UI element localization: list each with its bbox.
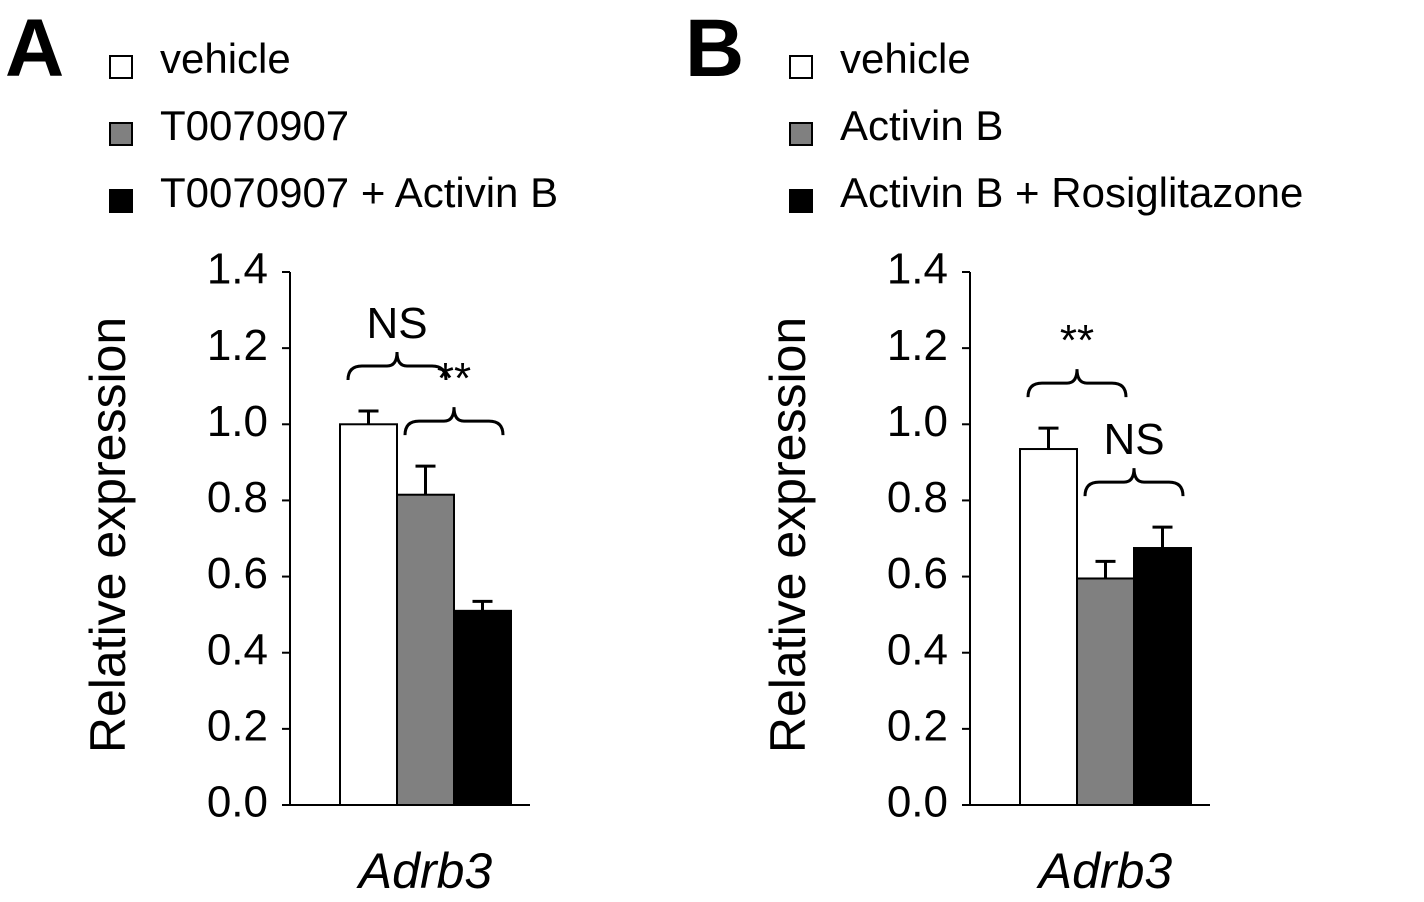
- y-tick-label: 1.2: [887, 321, 948, 370]
- y-tick-label: 0.6: [207, 549, 268, 598]
- legend-label: vehicle: [840, 35, 971, 82]
- significance-bracket: [346, 351, 448, 381]
- y-tick-label: 0.2: [207, 701, 268, 750]
- panel-label: B: [685, 3, 744, 94]
- bar: [1019, 448, 1078, 806]
- legend-label: vehicle: [160, 35, 291, 82]
- significance-label: **: [437, 354, 471, 403]
- legend-swatch: [789, 122, 813, 146]
- y-tick-label: 0.0: [207, 778, 268, 827]
- panel-label: A: [5, 3, 64, 94]
- y-tick-label: 0.8: [887, 473, 948, 522]
- significance-bracket: [1026, 369, 1128, 398]
- y-tick-label: 1.4: [887, 245, 948, 294]
- significance-label: **: [1060, 316, 1094, 365]
- x-tick-label: Adrb3: [1036, 843, 1173, 897]
- bar: [1076, 577, 1135, 806]
- y-tick-label: 1.2: [207, 321, 268, 370]
- bar: [396, 493, 455, 806]
- y-tick-label: 1.4: [207, 245, 268, 294]
- error-bar: [472, 599, 493, 611]
- error-bar: [415, 464, 436, 495]
- bar: [1133, 547, 1192, 807]
- legend-swatch: [109, 189, 133, 213]
- y-tick-label: 0.8: [207, 473, 268, 522]
- significance-bracket: [403, 407, 505, 436]
- y-axis-label: Relative expression: [80, 317, 136, 753]
- error-bar: [1095, 559, 1116, 579]
- legend-swatch: [109, 122, 133, 146]
- y-tick-label: 1.0: [207, 397, 268, 446]
- significance-label: NS: [1103, 415, 1164, 464]
- legend-label: Activin B: [840, 102, 1003, 149]
- legend-label: Activin B + Rosiglitazone: [840, 169, 1303, 216]
- y-tick-label: 1.0: [887, 397, 948, 446]
- bar: [339, 423, 398, 806]
- y-tick-label: 0.4: [887, 625, 948, 674]
- x-tick-label: Adrb3: [356, 843, 493, 897]
- error-bar: [1152, 525, 1173, 549]
- legend-swatch: [789, 189, 813, 213]
- significance-bracket: [1083, 468, 1185, 497]
- legend-swatch: [109, 55, 133, 79]
- legend-label: T0070907 + Activin B: [160, 169, 558, 216]
- bar: [453, 609, 512, 806]
- y-axis-label: Relative expression: [760, 317, 816, 753]
- error-bar: [1038, 426, 1059, 450]
- y-tick-label: 0.6: [887, 549, 948, 598]
- y-tick-label: 0.2: [887, 701, 948, 750]
- legend-swatch: [789, 55, 813, 79]
- y-tick-label: 0.4: [207, 625, 268, 674]
- significance-label: NS: [366, 299, 427, 348]
- error-bar: [358, 409, 379, 425]
- legend-label: T0070907: [160, 102, 349, 149]
- y-tick-label: 0.0: [887, 778, 948, 827]
